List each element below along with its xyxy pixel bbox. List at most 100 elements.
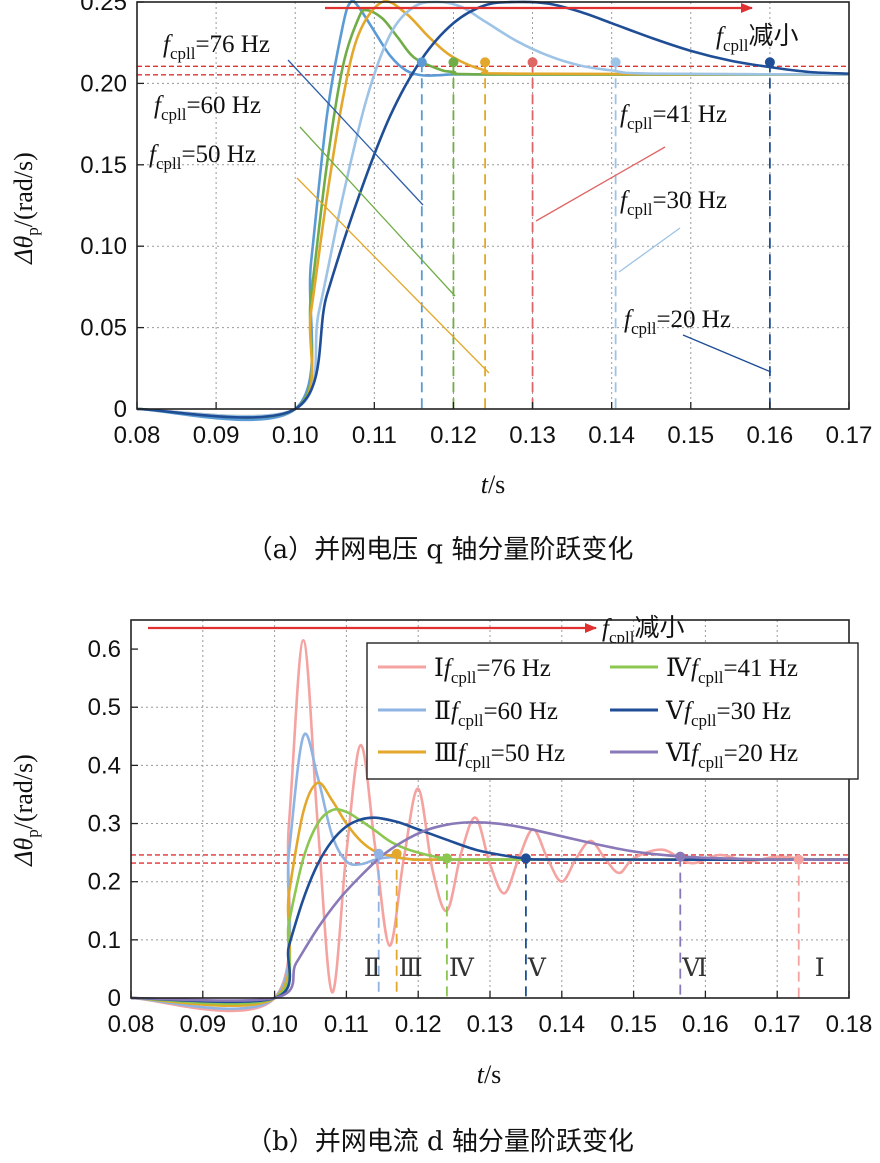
x-tick-label: 0.17 bbox=[826, 422, 873, 449]
settle-marker-0 bbox=[793, 854, 804, 865]
chart-b: 0.08 0.09 0.10 0.11 0.12 0.13 0.14 0.15 0.16 0.17… bbox=[9, 614, 872, 1157]
chart-a: 0.08 0.09 0.10 0.11 0.12 0.13 0.14 0.15 0.16 0.17… bbox=[9, 0, 872, 565]
y-tick-label: 0.6 bbox=[88, 636, 121, 663]
series-line-5 bbox=[130, 821, 850, 1002]
chart-b-settle-markers bbox=[373, 848, 804, 865]
x-tick-label: 0.15 bbox=[610, 1011, 657, 1038]
y-tick-label: 0.4 bbox=[88, 752, 121, 779]
region-label-0: Ⅰ bbox=[815, 955, 825, 982]
x-tick-label: 0.10 bbox=[251, 1011, 298, 1038]
x-tick-label: 0.13 bbox=[467, 1011, 514, 1038]
y-tick-label: 0.10 bbox=[80, 233, 127, 260]
y-tick-label: 0.15 bbox=[80, 152, 127, 179]
chart-a-caption: （a）并网电压 q 轴分量阶跃变化 bbox=[247, 535, 634, 565]
chart-a-settle-guides bbox=[420, 62, 771, 409]
chart-b-settle-guides bbox=[377, 853, 800, 998]
x-tick-label: 0.09 bbox=[179, 1011, 226, 1038]
x-tick-label: 0.14 bbox=[538, 1011, 585, 1038]
x-tick-label: 0.09 bbox=[193, 422, 240, 449]
leader-20hz bbox=[682, 334, 772, 373]
region-label-4: Ⅴ bbox=[527, 955, 547, 982]
y-tick-label: 0.25 bbox=[80, 0, 127, 16]
chart-a-series bbox=[136, 0, 850, 422]
chart-b-ticks: 0.08 0.09 0.10 0.11 0.12 0.13 0.14 0.15 0.16 0.17… bbox=[88, 636, 873, 1038]
region-label-2: Ⅲ bbox=[399, 955, 423, 982]
chart-a-annotation-60hz: fcpll=60 Hz bbox=[154, 92, 261, 124]
x-tick-label: 0.10 bbox=[272, 422, 319, 449]
series-line-2 bbox=[130, 781, 849, 1008]
chart-a-annotation-leaders bbox=[287, 59, 772, 374]
chart-b-trend-label: fcpll减小 bbox=[602, 614, 684, 647]
chart-a-trend-label: fcpll减小 bbox=[716, 22, 798, 55]
series-line-1 bbox=[136, 8, 850, 419]
x-tick-label: 0.11 bbox=[324, 1011, 369, 1038]
settle-marker-3 bbox=[527, 57, 538, 68]
chart-a-settle-markers bbox=[416, 57, 775, 68]
leader-60hz bbox=[299, 126, 456, 297]
legend-label-5: Ⅵfcpll=20 Hz bbox=[665, 740, 798, 772]
y-tick-label: 0.20 bbox=[80, 70, 127, 97]
x-tick-label: 0.16 bbox=[747, 422, 794, 449]
leader-50hz bbox=[296, 177, 490, 374]
legend-label-1: Ⅱfcpll=60 Hz bbox=[434, 698, 558, 730]
chart-a-annotation-76hz: fcpll=76 Hz bbox=[163, 31, 270, 63]
x-tick-label: 0.12 bbox=[395, 1011, 442, 1038]
settle-marker-1 bbox=[448, 57, 459, 68]
chart-a-annotation-30hz: fcpll=30 Hz bbox=[620, 187, 727, 219]
series-line-3 bbox=[130, 808, 850, 1005]
chart-b-ylabel: Δθp/(rad/s) bbox=[9, 754, 42, 867]
chart-a-annotation-50hz: fcpll=50 Hz bbox=[149, 141, 256, 173]
x-tick-label: 0.15 bbox=[667, 422, 714, 449]
x-tick-label: 0.13 bbox=[509, 422, 556, 449]
leader-41hz bbox=[535, 146, 666, 222]
chart-a-annotation-41hz: fcpll=41 Hz bbox=[620, 101, 727, 133]
settle-marker-3 bbox=[441, 853, 452, 864]
y-tick-label: 0 bbox=[108, 985, 121, 1012]
region-label-1: Ⅱ bbox=[364, 955, 381, 982]
region-label-3: Ⅳ bbox=[449, 955, 475, 982]
chart-a-grid bbox=[137, 2, 849, 409]
x-tick-label: 0.14 bbox=[588, 422, 635, 449]
chart-a-annotation-20hz: fcpll=20 Hz bbox=[624, 306, 731, 338]
settle-marker-1 bbox=[373, 848, 384, 859]
legend-label-0: Ⅰfcpll=76 Hz bbox=[434, 655, 551, 687]
x-tick-label: 0.12 bbox=[430, 422, 477, 449]
chart-b-region-labels: Ⅰ Ⅱ Ⅲ Ⅳ Ⅴ Ⅵ bbox=[364, 955, 825, 982]
settle-marker-2 bbox=[391, 848, 402, 859]
chart-b-grid bbox=[131, 620, 849, 998]
settle-marker-5 bbox=[675, 851, 686, 862]
leader-30hz bbox=[618, 227, 681, 273]
y-tick-label: 0.1 bbox=[88, 927, 121, 954]
legend-label-3: Ⅳfcpll=41 Hz bbox=[666, 655, 798, 687]
y-tick-label: 0.2 bbox=[88, 869, 121, 896]
legend-label-2: Ⅲfcpll=50 Hz bbox=[434, 740, 565, 772]
chart-b-caption: （b）并网电流 d 轴分量阶跃变化 bbox=[246, 1127, 634, 1157]
chart-a-ticks: 0.08 0.09 0.10 0.11 0.12 0.13 0.14 0.15 0.16 0.17… bbox=[80, 0, 872, 449]
settle-marker-4 bbox=[610, 57, 621, 68]
chart-a-ylabel: Δθp/(rad/s) bbox=[9, 152, 42, 265]
x-tick-label: 0.08 bbox=[108, 1011, 155, 1038]
region-label-5: Ⅵ bbox=[681, 955, 707, 982]
chart-a-plot-frame bbox=[136, 1, 850, 410]
x-tick-label: 0.16 bbox=[682, 1011, 729, 1038]
chart-b-xlabel: t/s bbox=[477, 1060, 502, 1089]
chart-a-xlabel: t/s bbox=[481, 470, 506, 499]
x-tick-label: 0.11 bbox=[352, 422, 397, 449]
chart-b-legend-items: Ⅰfcpll=76 Hz Ⅱfcpll=60 Hz Ⅲfcpll=50 Hz Ⅳfcp… bbox=[378, 655, 798, 772]
leader-76hz bbox=[287, 59, 424, 206]
y-tick-label: 0.05 bbox=[80, 315, 127, 342]
settle-marker-0 bbox=[416, 57, 427, 68]
x-tick-label: 0.18 bbox=[826, 1011, 873, 1038]
legend-label-4: Ⅴfcpll=30 Hz bbox=[665, 698, 791, 730]
series-line-5 bbox=[136, 0, 850, 419]
settle-marker-4 bbox=[520, 853, 531, 864]
x-tick-label: 0.08 bbox=[114, 422, 161, 449]
settle-marker-5 bbox=[764, 57, 775, 68]
y-tick-label: 0.5 bbox=[88, 694, 121, 721]
y-tick-label: 0 bbox=[114, 396, 127, 423]
x-tick-label: 0.17 bbox=[754, 1011, 801, 1038]
settle-marker-2 bbox=[480, 57, 491, 68]
y-tick-label: 0.3 bbox=[88, 811, 121, 838]
chart-b-legend: Ⅰfcpll=76 Hz Ⅱfcpll=60 Hz Ⅲfcpll=50 Hz Ⅳfcp… bbox=[366, 642, 859, 780]
